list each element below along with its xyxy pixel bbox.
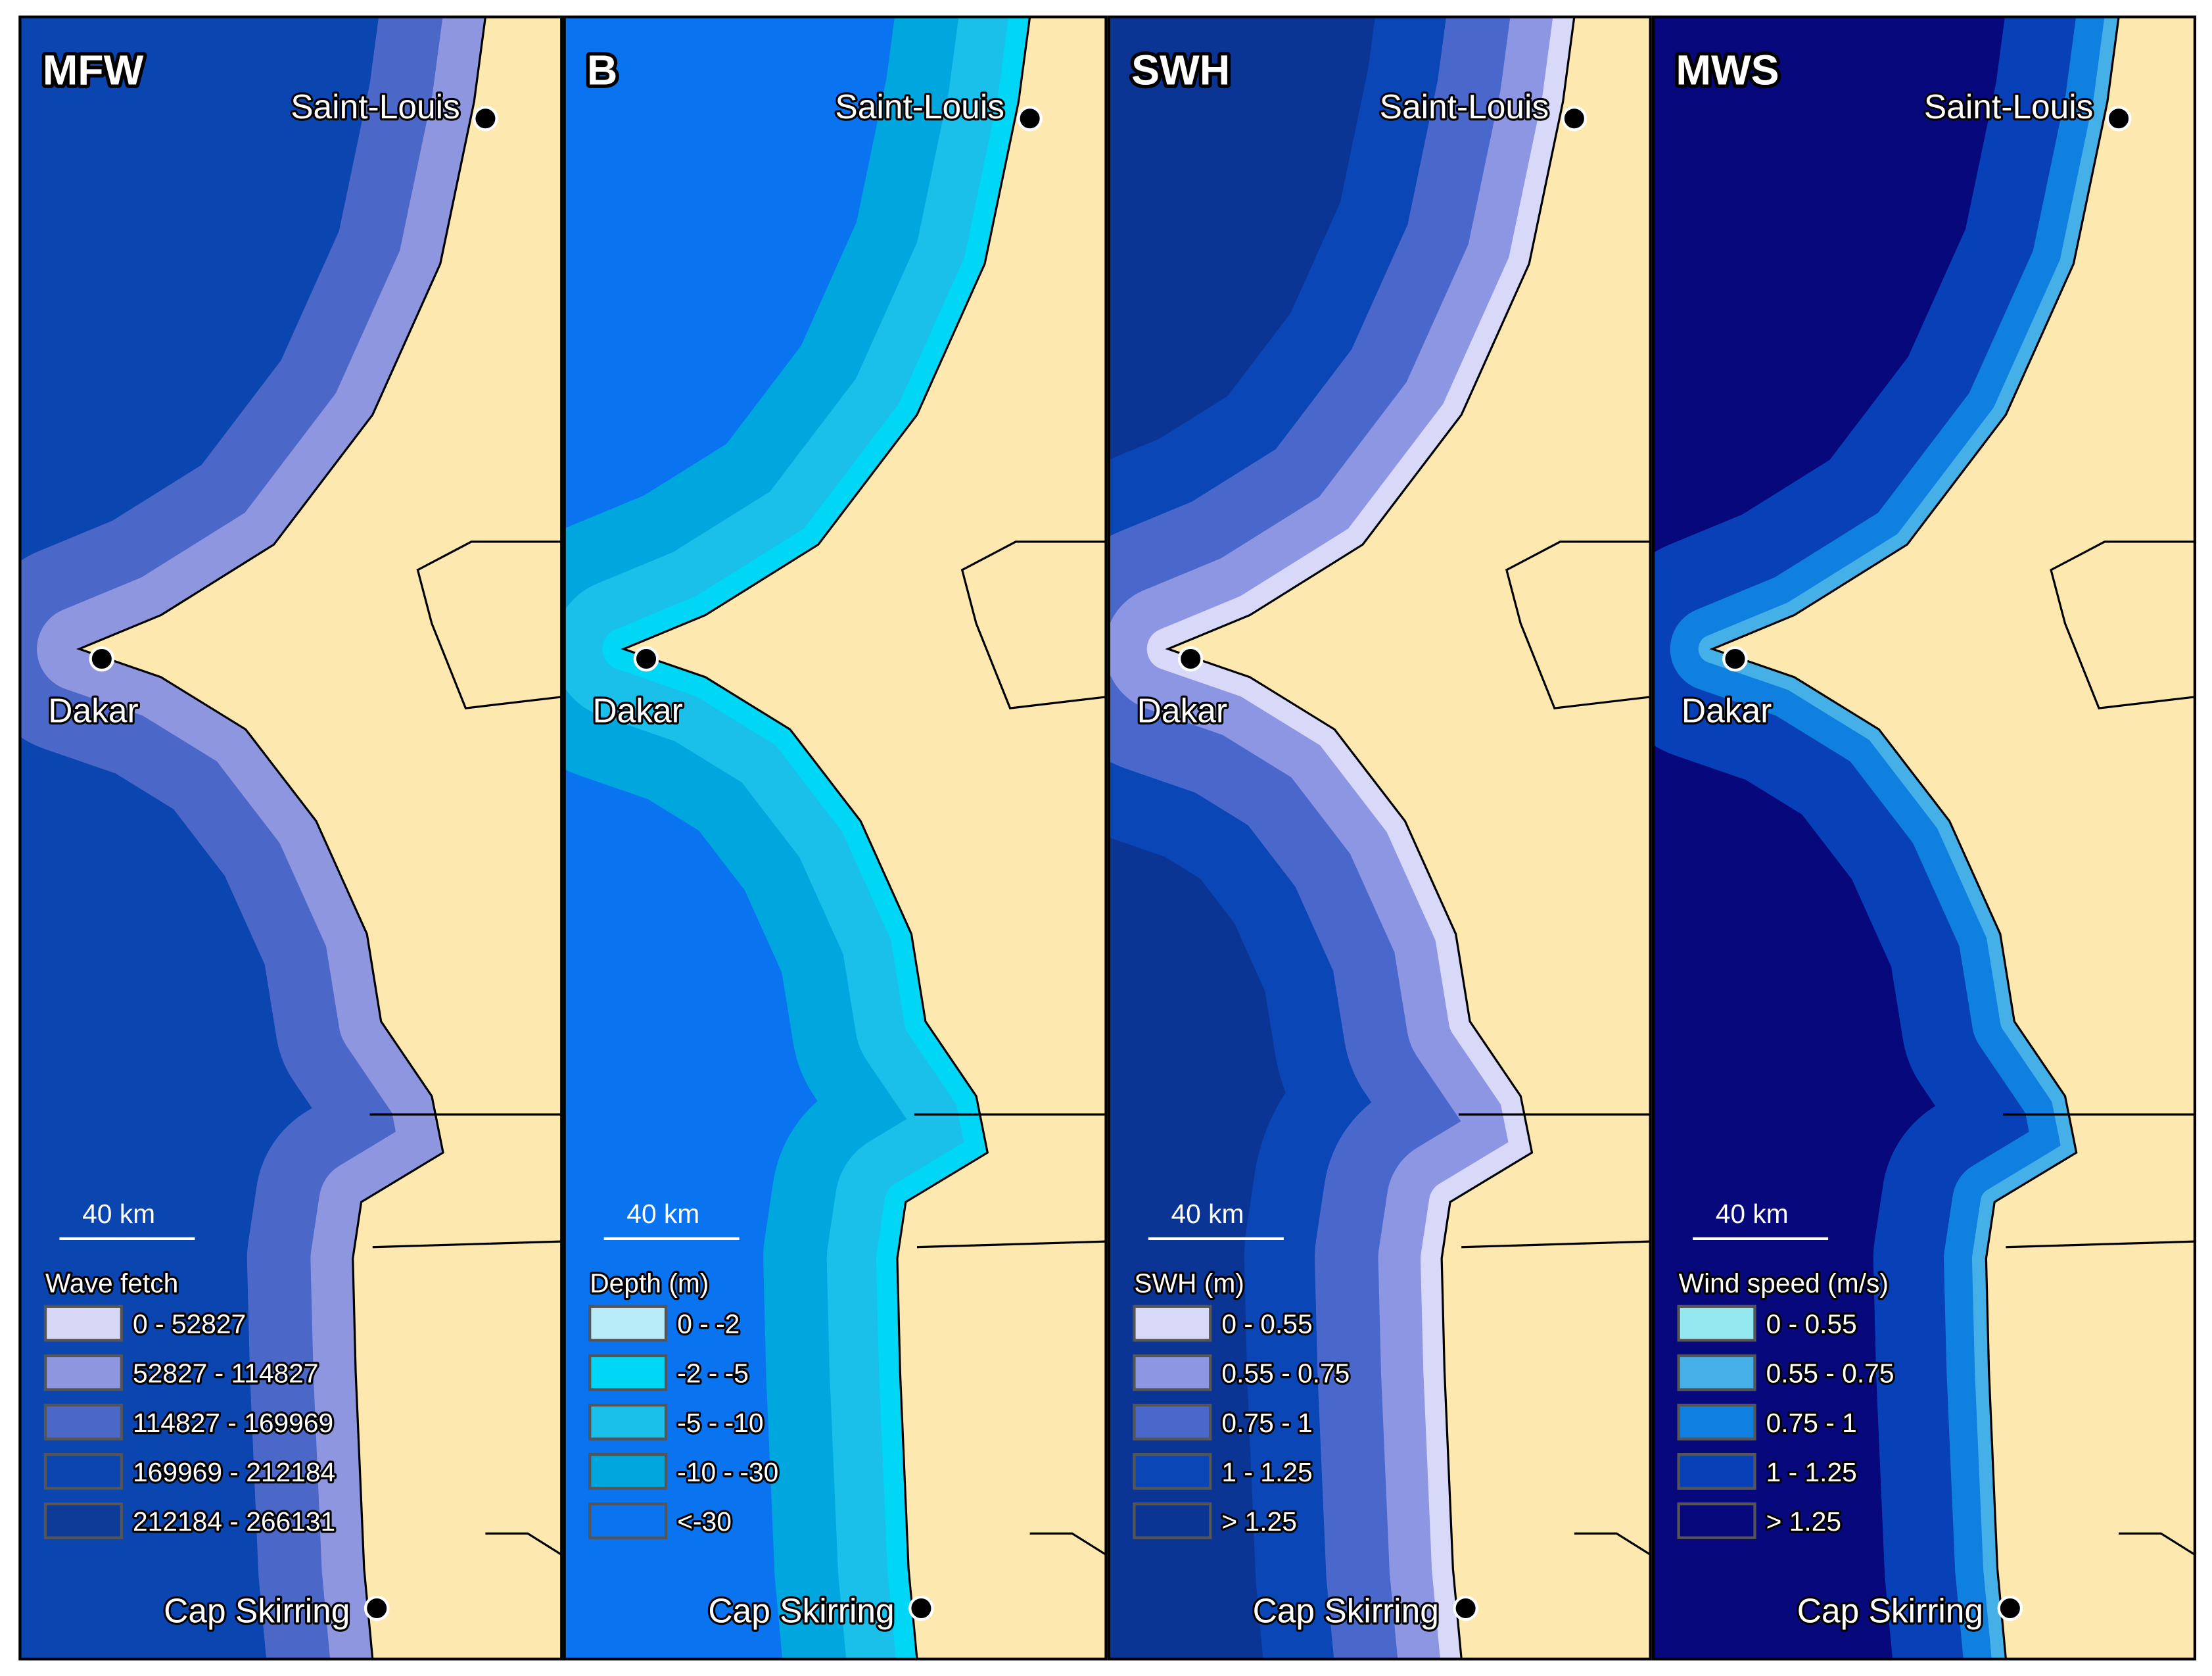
city-label: Saint-Louis (291, 87, 460, 126)
legend-label: -2 - -5 (677, 1358, 749, 1389)
legend-label: 0.75 - 1 (1766, 1408, 1857, 1438)
city-label: Dakar (48, 692, 138, 730)
panel-frame (1651, 15, 2197, 1661)
legend-label: 1 - 1.25 (1221, 1457, 1312, 1487)
legend-label: 0 - -2 (677, 1309, 740, 1339)
legend-label: 0 - 0.55 (1221, 1309, 1312, 1339)
legend-title: SWH (m) (1134, 1268, 1244, 1298)
city-marker (2106, 105, 2132, 132)
legend-label: 169969 - 212184 (133, 1457, 335, 1487)
panel-title: SWH (1131, 47, 1230, 94)
city-marker (1561, 105, 1588, 132)
map-panel: SWH Saint-Louis Dakar Cap Skirring 40 km SWH … (1107, 15, 1652, 1661)
city-label: Cap Skirring (1797, 1591, 1983, 1629)
legend-label: > 1.25 (1221, 1506, 1296, 1537)
legend-swatch (43, 1403, 124, 1441)
city-marker (1017, 105, 1043, 132)
legend-label: 212184 - 266131 (133, 1506, 335, 1537)
border (1029, 1532, 1106, 1556)
legend-swatch (1133, 1305, 1212, 1342)
border (2119, 1532, 2195, 1556)
panel-title: MWS (1676, 47, 1779, 94)
city-label: Dakar (592, 692, 682, 730)
border (960, 540, 1106, 709)
city-marker (89, 646, 115, 672)
panel-frame (18, 15, 563, 1661)
map-panel: MWS Saint-Louis Dakar Cap Skirring 40 km Wind… (1651, 15, 2197, 1661)
city-label: Cap Skirring (164, 1591, 350, 1629)
legend-swatch (1133, 1452, 1212, 1490)
legend-label: -10 - -30 (677, 1457, 778, 1487)
city-label: Dakar (1682, 692, 1772, 730)
scale-label: 40 km (1171, 1199, 1244, 1229)
legend-label: 0 - 52827 (133, 1309, 246, 1339)
legend-label: 0.75 - 1 (1221, 1408, 1312, 1438)
city-marker (633, 646, 659, 672)
border (2006, 1240, 2195, 1249)
scale-label: 40 km (626, 1199, 699, 1229)
city-label: Cap Skirring (1253, 1591, 1439, 1629)
legend-label: 1 - 1.25 (1766, 1457, 1857, 1487)
legend-swatch (1133, 1502, 1212, 1539)
panel-frame (563, 15, 1108, 1661)
panel-title: MFW (43, 47, 144, 94)
scale-label: 40 km (1716, 1199, 1789, 1229)
legend-swatch (588, 1354, 668, 1391)
city-marker (1453, 1595, 1478, 1621)
legend-swatch (1677, 1452, 1756, 1490)
city-marker (908, 1595, 934, 1621)
legend-swatch (1133, 1354, 1212, 1391)
legend-swatch (588, 1403, 668, 1441)
legend-swatch (1677, 1354, 1756, 1391)
panel-frame (1107, 15, 1652, 1661)
legend-label: 0.55 - 0.75 (1221, 1358, 1350, 1389)
map-panel: B Saint-Louis Dakar Cap Skirring 40 km Depth … (563, 15, 1108, 1661)
legend-swatch (1133, 1403, 1212, 1441)
border (372, 1240, 562, 1249)
city-marker (473, 105, 498, 132)
legend-title: Wind speed (m/s) (1679, 1268, 1889, 1298)
border (916, 1240, 1106, 1249)
border (485, 1532, 562, 1556)
legend-label: > 1.25 (1766, 1506, 1841, 1537)
border (416, 540, 562, 709)
panel-title: B (587, 47, 617, 94)
city-label: Saint-Louis (1924, 87, 2094, 126)
legend-swatch (43, 1354, 124, 1391)
legend-label: 0 - 0.55 (1766, 1309, 1857, 1339)
legend-swatch (1677, 1305, 1756, 1342)
city-label: Dakar (1137, 692, 1227, 730)
legend-swatch (588, 1305, 668, 1342)
legend-swatch (1677, 1502, 1756, 1539)
city-label: Saint-Louis (1380, 87, 1549, 126)
legend-swatch (43, 1452, 124, 1490)
border (1461, 1240, 1651, 1249)
legend-title: Wave fetch (45, 1268, 178, 1298)
legend-swatch (588, 1502, 668, 1539)
legend-label: <-30 (677, 1506, 732, 1537)
legend-label: 52827 - 114827 (133, 1358, 318, 1389)
city-marker (1722, 646, 1748, 672)
city-marker (1177, 646, 1204, 672)
scale-label: 40 km (82, 1199, 155, 1229)
legend-label: 114827 - 169969 (133, 1408, 333, 1438)
city-label: Cap Skirring (708, 1591, 894, 1629)
map-panel: MFW Saint-Louis Dakar Cap Skirring 40 km Wave… (18, 15, 563, 1661)
legend-swatch (1677, 1403, 1756, 1441)
border (1574, 1532, 1651, 1556)
city-label: Saint-Louis (835, 87, 1004, 126)
legend-title: Depth (m) (590, 1268, 709, 1298)
legend-label: -5 - -10 (677, 1408, 763, 1438)
legend-swatch (43, 1305, 124, 1342)
border (2050, 540, 2195, 709)
legend-swatch (43, 1502, 124, 1539)
legend-label: 0.55 - 0.75 (1766, 1358, 1894, 1389)
city-marker (1997, 1595, 2023, 1621)
city-marker (364, 1595, 390, 1621)
legend-swatch (588, 1452, 668, 1490)
border (1505, 540, 1651, 709)
